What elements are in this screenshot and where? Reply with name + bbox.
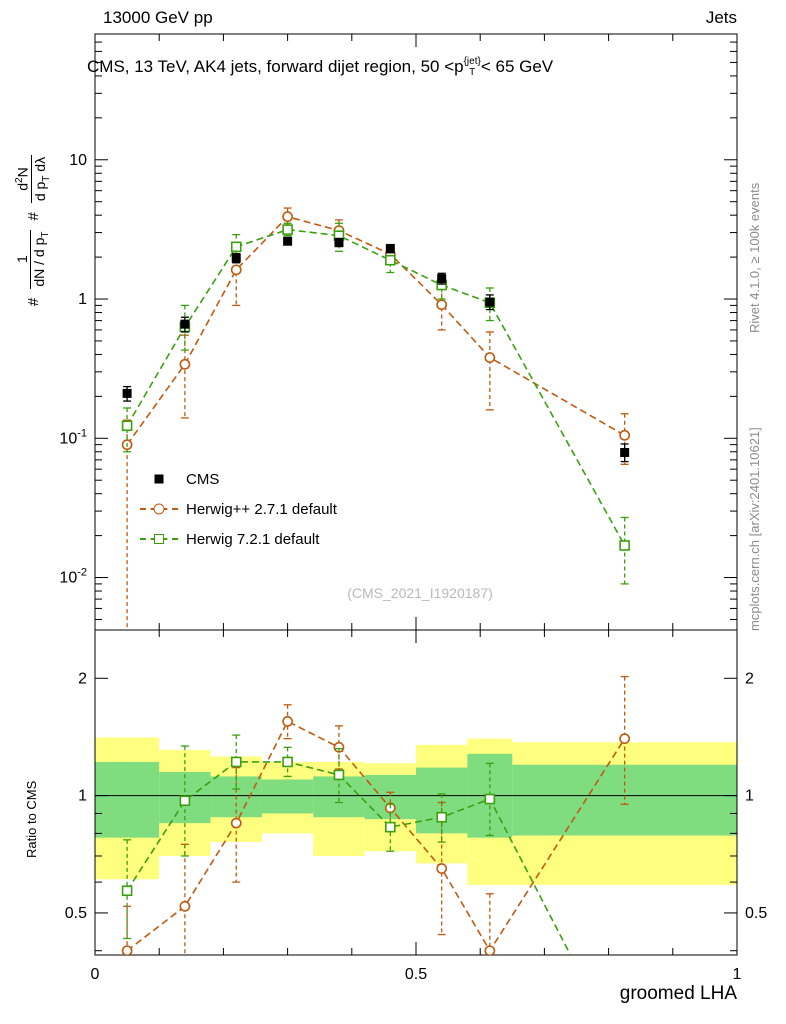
svg-text:1: 1 [78, 788, 87, 805]
ylabel-fraction-1: 1 dN / d pT [14, 229, 52, 289]
ylabel-hash-1: # [24, 297, 42, 306]
legend-label-herwigpp: Herwig++ 2.7.1 default [186, 500, 337, 518]
legend: CMS Herwig++ 2.7.1 default Herwig 7.2.1 … [138, 464, 337, 554]
svg-text:0.5: 0.5 [65, 905, 87, 922]
rivet-version-note: Rivet 4.1.0, ≥ 100k events [747, 182, 762, 333]
ratio-y-axis-label: Ratio to CMS [24, 780, 39, 858]
legend-label-herwig7: Herwig 7.2.1 default [186, 530, 320, 548]
ratio-uncertainty-bands [95, 737, 737, 885]
svg-text:10-1: 10-1 [59, 427, 87, 447]
axis-tick-labels: 0 0.5 1 10 1 10-1 10-2 2 2 1 1 0.5 0.5 [59, 152, 767, 983]
pt-subscript: T [469, 66, 476, 78]
svg-text:0: 0 [91, 966, 100, 983]
ratio-panel-series [121, 675, 631, 955]
ylabel-fraction-2: d2N d pT dλ [14, 154, 53, 204]
analysis-group-label: Jets [705, 8, 737, 27]
y-axis-label: # 1 dN / d pT # d2N d pT dλ [14, 154, 53, 306]
svg-text:0.5: 0.5 [745, 905, 767, 922]
svg-text:10-2: 10-2 [59, 567, 87, 587]
main-panel-series [121, 207, 631, 630]
herwigpp-open-circle-icon [153, 503, 165, 515]
svg-text:1: 1 [745, 788, 754, 805]
legend-item-cms: CMS [138, 464, 337, 494]
axis-ticks [94, 33, 738, 955]
svg-text:10: 10 [69, 152, 87, 169]
svg-text:0.5: 0.5 [405, 966, 427, 983]
herwig7-open-square-icon [154, 534, 164, 544]
legend-item-herwigpp: Herwig++ 2.7.1 default [138, 494, 337, 524]
svg-text:1: 1 [733, 966, 742, 983]
watermark: (CMS_2021_I1920187) [347, 585, 493, 601]
cms-filled-square-icon [154, 474, 164, 484]
plot-title-post: < 65 GeV [480, 57, 554, 76]
x-axis-label: groomed LHA [619, 983, 737, 1004]
svg-text:1: 1 [78, 291, 87, 308]
legend-item-herwig7: Herwig 7.2.1 default [138, 524, 337, 554]
pt-superscript: {jet} [463, 56, 481, 68]
mcplots-arxiv-note: mcplots.cern.ch [arXiv:2401.10621] [747, 427, 762, 631]
svg-text:2: 2 [78, 670, 87, 687]
svg-text:2: 2 [745, 670, 754, 687]
legend-label-cms: CMS [186, 470, 220, 488]
beam-energy-label: 13000 GeV pp [103, 8, 213, 27]
ylabel-hash-2: # [24, 212, 42, 221]
plot-title: CMS, 13 TeV, AK4 jets, forward dijet reg… [87, 57, 553, 78]
plot-title-pre: CMS, 13 TeV, AK4 jets, forward dijet reg… [87, 57, 464, 76]
pt-supsub: {jet} T [464, 57, 481, 78]
